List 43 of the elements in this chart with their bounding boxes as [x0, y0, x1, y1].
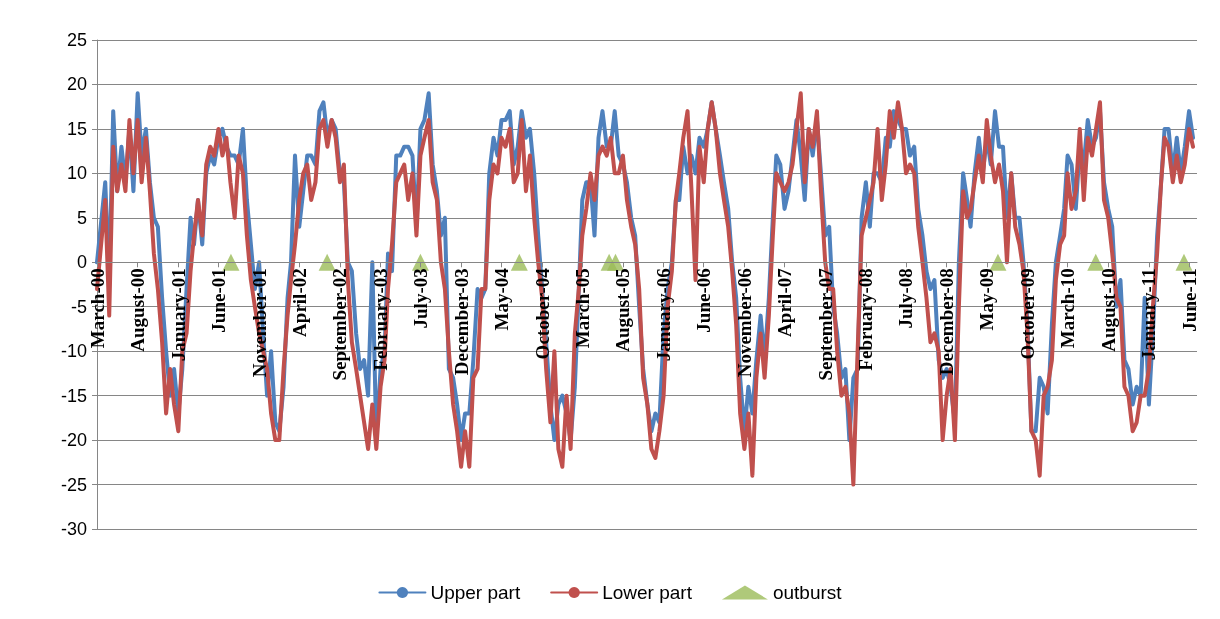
- y-tick-label: 5: [76, 207, 87, 228]
- x-tick-label: July-03: [409, 268, 431, 329]
- x-tick-label: February-08: [855, 268, 877, 371]
- y-tick-label: 15: [66, 118, 87, 139]
- x-tick-label: April-02: [288, 268, 310, 337]
- x-tick-label: October-04: [531, 267, 553, 360]
- legend-label: Upper part: [430, 582, 521, 603]
- y-tick-label: -30: [60, 519, 87, 539]
- x-tick-label: February-03: [370, 268, 392, 371]
- x-tick-label: October-09: [1016, 268, 1038, 360]
- x-tick-label: August-10: [1097, 268, 1119, 352]
- x-tick-label: January-01: [167, 268, 189, 362]
- x-tick-label: January-06: [653, 268, 675, 362]
- x-tick-label: June-01: [207, 268, 229, 333]
- x-tick-label: June-11: [1178, 268, 1200, 332]
- x-tick-label: April-07: [774, 267, 796, 337]
- x-tick-label: May-04: [490, 267, 512, 331]
- y-tick-label: -15: [60, 385, 87, 406]
- x-tick-label: August-05: [612, 268, 634, 352]
- y-tick-label: -5: [70, 296, 87, 317]
- y-tick-label: 0: [76, 252, 87, 273]
- x-tick-label: December-08: [936, 268, 958, 376]
- x-tick-label: June-06: [693, 268, 715, 333]
- y-tick-label: -20: [60, 430, 87, 451]
- x-tick-label: May-09: [976, 268, 998, 331]
- x-tick-label: March-10: [1057, 268, 1079, 349]
- y-tick-label: -25: [60, 474, 87, 495]
- x-tick-label: March-05: [571, 268, 593, 349]
- y-tick-label: 20: [66, 74, 87, 95]
- x-tick-label: November-01: [248, 268, 270, 378]
- legend-label: Lower part: [602, 582, 693, 603]
- x-tick-label: September-07: [814, 267, 836, 381]
- y-tick-label: 25: [66, 30, 87, 50]
- x-tick-label: July-08: [895, 268, 917, 329]
- x-tick-label: September-02: [329, 268, 351, 381]
- x-tick-label: August-00: [127, 268, 149, 352]
- x-tick-label: December-03: [450, 268, 472, 376]
- legend-label: outburst: [772, 582, 843, 603]
- x-tick-label: January-11: [1138, 268, 1160, 361]
- y-tick-label: -10: [60, 341, 87, 362]
- x-tick-label: March-00: [86, 268, 108, 349]
- y-tick-label: 10: [66, 163, 87, 184]
- x-tick-label: November-06: [733, 268, 755, 378]
